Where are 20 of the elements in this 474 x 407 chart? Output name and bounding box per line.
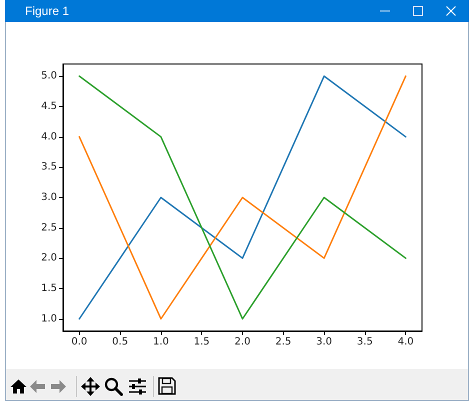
- y-tick-label: 1.5: [41, 283, 57, 294]
- x-tick-label: 2.5: [275, 336, 292, 348]
- x-tick-label: 4.0: [398, 336, 414, 348]
- x-tick-label: 1.0: [152, 336, 169, 348]
- y-tick-label: 1.0: [41, 313, 57, 324]
- y-tick-label: 3.0: [41, 192, 57, 203]
- y-tick-label: 3.5: [41, 162, 57, 173]
- y-tick-label: 5.0: [41, 70, 57, 82]
- y-tick-label: 2.0: [41, 252, 57, 264]
- y-tick-label: 2.5: [41, 222, 57, 234]
- x-tick-label: 2.0: [234, 336, 250, 348]
- line-series: [78, 75, 406, 320]
- x-tick-label: 0.5: [112, 336, 128, 348]
- y-tick-label: 4.5: [41, 100, 57, 112]
- x-tick-label: 3.5: [356, 336, 373, 348]
- chart-title: Figure 1: [25, 4, 70, 18]
- x-tick-label: 1.5: [194, 336, 210, 348]
- x-tick-label: 0.0: [71, 336, 88, 348]
- x-tick-label: 3.0: [316, 336, 332, 348]
- y-tick-label: 4.0: [41, 131, 57, 142]
